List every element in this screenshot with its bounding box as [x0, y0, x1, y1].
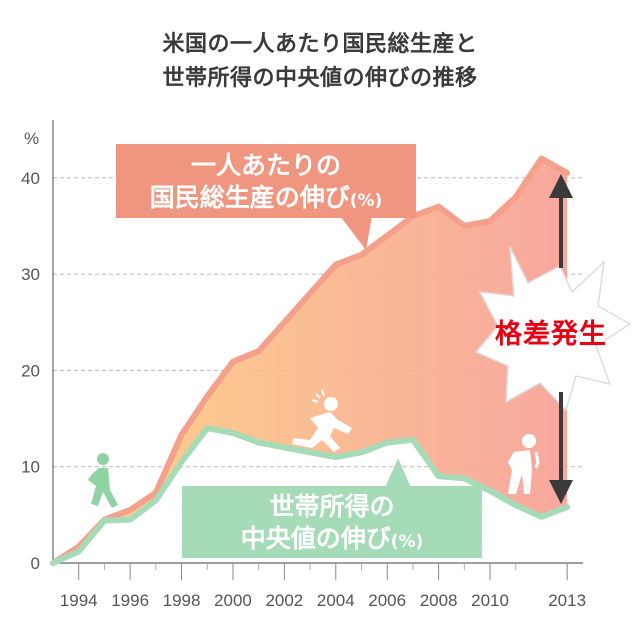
y-tick-label: 40: [21, 169, 40, 188]
x-tick-label: 2006: [368, 591, 406, 610]
x-tick-label: 1994: [60, 591, 98, 610]
y-tick-label: 0: [31, 554, 40, 573]
median-label-line2: 中央値の伸び: [240, 524, 391, 553]
chart-title-line1: 米国の一人あたり国民総生産と: [162, 32, 478, 57]
gdp-label-pointer: [340, 216, 372, 250]
x-tick-label: 2002: [265, 591, 303, 610]
double-arrow-icon: [549, 174, 573, 198]
y-tick-label: 30: [21, 265, 40, 284]
running-person-icon: [292, 389, 352, 452]
y-tick-label: 20: [21, 361, 40, 380]
tired-person-icon: [508, 434, 540, 494]
x-tick-label: 2000: [214, 591, 252, 610]
gdp-series-line: [50, 155, 571, 566]
median-series-label: 世帯所得の 中央値の伸び(%): [182, 486, 482, 558]
x-tick-label: 2008: [420, 591, 458, 610]
gdp-series-label: 一人あたりの 国民総生産の伸び(%): [116, 144, 416, 218]
gap-label: 格差発生: [495, 319, 607, 350]
median-label-line1: 世帯所得の: [269, 492, 395, 521]
gap-fill-area: [53, 158, 568, 563]
median-label-unit: (%): [390, 532, 424, 552]
x-tick-label: 1996: [111, 591, 149, 610]
chart-title-line2: 世帯所得の中央値の伸びの推移: [162, 66, 478, 91]
x-tick-label: 2013: [548, 591, 586, 610]
gdp-label-line1: 一人あたりの: [190, 151, 341, 180]
double-arrow-head-bottom: [549, 480, 573, 504]
x-tick-label: 2010: [471, 591, 509, 610]
burst-icon: [474, 246, 632, 412]
median-label-pointer: [384, 458, 412, 490]
x-tick-label: 1998: [163, 591, 201, 610]
x-tick-label: 2004: [317, 591, 355, 610]
y-tick-label: 10: [21, 458, 40, 477]
gdp-label-line2: 国民総生産の伸び: [149, 183, 350, 212]
walking-person-icon: [88, 453, 118, 508]
gdp-label-unit: (%): [349, 191, 383, 211]
y-axis-label: %: [24, 129, 39, 148]
